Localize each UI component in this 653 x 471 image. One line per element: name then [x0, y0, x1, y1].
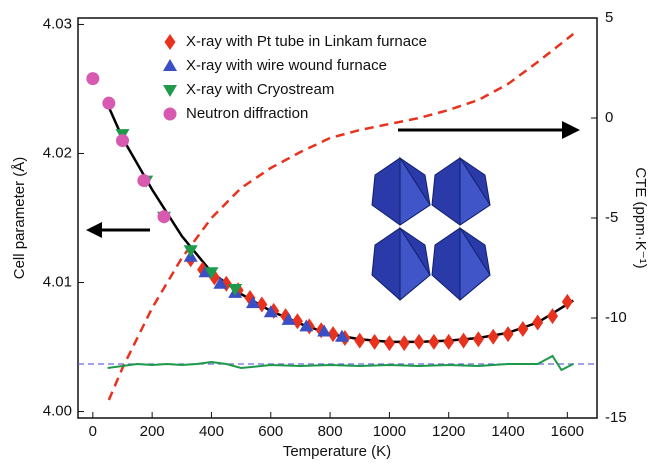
y2-tick-label: -15 — [605, 409, 627, 426]
point — [384, 335, 395, 351]
x-tick-label: 1200 — [432, 423, 465, 440]
x-tick-label: 1600 — [551, 423, 584, 440]
crystal-structure — [372, 158, 490, 300]
point — [517, 321, 528, 337]
point — [102, 97, 115, 110]
x-axis-label: Temperature (K) — [283, 443, 391, 460]
point — [473, 331, 484, 347]
plot-frame — [78, 18, 597, 418]
legend-label: Neutron diffraction — [186, 105, 308, 122]
point — [503, 326, 514, 342]
x-tick-label: 1000 — [373, 423, 406, 440]
legend-label: X-ray with wire wound furnace — [186, 57, 387, 74]
x-tick-label: 400 — [199, 423, 224, 440]
point — [354, 333, 365, 349]
point — [116, 134, 129, 147]
point — [414, 334, 425, 350]
residual-line — [108, 356, 574, 370]
y-tick-label: 4.00 — [43, 403, 72, 420]
x-tick-label: 600 — [258, 423, 283, 440]
legend-marker — [163, 85, 177, 97]
y2-tick-label: 5 — [605, 9, 613, 26]
point — [256, 296, 267, 312]
x-tick-label: 800 — [318, 423, 343, 440]
point — [369, 334, 380, 350]
point — [428, 334, 439, 350]
y-axis-label: Cell parameter (Å) — [11, 157, 28, 280]
x-tick-label: 0 — [89, 423, 97, 440]
y2-axis-label: CTE (ppm·K⁻¹) — [632, 167, 649, 268]
y2-tick-label: -10 — [605, 309, 627, 326]
point — [532, 315, 543, 331]
point — [399, 335, 410, 351]
left-arrow — [86, 222, 150, 238]
right-arrow — [398, 121, 580, 139]
point — [292, 313, 303, 329]
legend-marker — [165, 34, 176, 50]
y-tick-label: 4.02 — [43, 144, 72, 161]
point — [458, 333, 469, 349]
point — [137, 174, 150, 187]
fit-curve — [108, 104, 574, 341]
legend-label: X-ray with Cryostream — [186, 81, 334, 98]
x-tick-label: 1400 — [491, 423, 524, 440]
legend-marker — [164, 108, 177, 121]
legend-label: X-ray with Pt tube in Linkam furnace — [186, 33, 427, 50]
point — [158, 210, 171, 223]
x-tick-label: 200 — [140, 423, 165, 440]
y2-tick-label: -5 — [605, 209, 618, 226]
legend-marker — [163, 59, 177, 71]
y-tick-label: 4.01 — [43, 273, 72, 290]
cte-curve — [109, 34, 573, 400]
y2-tick-label: 0 — [605, 109, 613, 126]
point — [86, 72, 99, 85]
point — [488, 329, 499, 345]
y-tick-label: 4.03 — [43, 15, 72, 32]
point — [443, 334, 454, 350]
chart: Temperature (K) Cell parameter (Å) CTE (… — [0, 0, 653, 466]
